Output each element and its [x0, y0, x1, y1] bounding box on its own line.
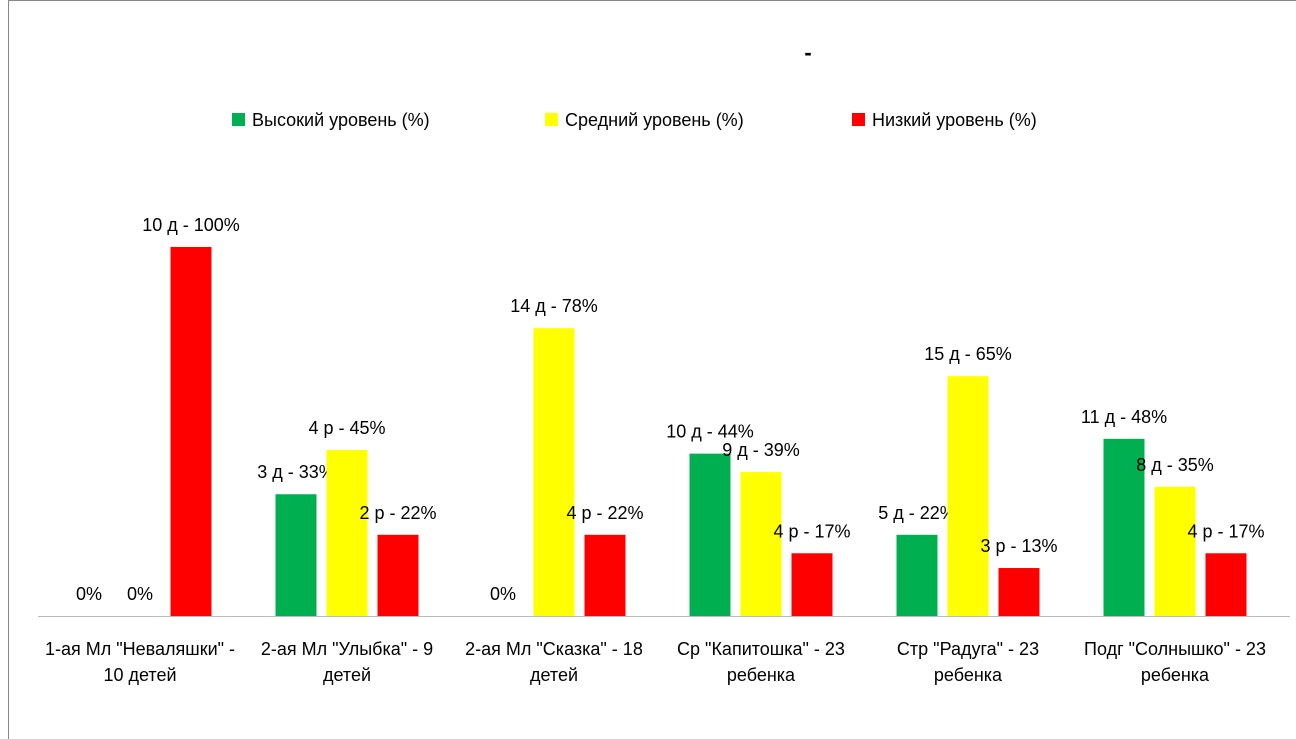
bar [533, 328, 575, 616]
bar [1154, 486, 1196, 616]
chart-title: - [804, 40, 811, 65]
x-tick-label: Подг "Солнышко" - 23 ребенка [1084, 639, 1266, 685]
data-label: 10 д - 44% [666, 422, 754, 442]
bar [740, 472, 782, 616]
data-label: 14 д - 78% [510, 296, 598, 316]
x-tick-label: 2-ая Мл "Улыбка" - 9 детей [260, 639, 434, 685]
data-label: 3 р - 13% [980, 536, 1057, 556]
data-label: 4 р - 45% [308, 418, 385, 438]
data-label: 0% [127, 584, 153, 604]
data-label: 5 д - 22% [878, 503, 956, 523]
legend-label: Высокий уровень (%) [252, 110, 430, 130]
data-label: 4 р - 17% [1187, 521, 1264, 541]
data-label: 8 д - 35% [1136, 455, 1214, 475]
data-label: 15 д - 65% [924, 344, 1012, 364]
bar [275, 494, 317, 616]
data-label: 10 д - 100% [142, 215, 240, 235]
legend-label: Низкий уровень (%) [872, 110, 1037, 130]
data-label: 3 д - 33% [257, 462, 335, 482]
bar [998, 568, 1040, 616]
legend-swatch [232, 113, 245, 126]
x-tick-label: Стр "Радуга" - 23 ребенка [896, 639, 1040, 685]
x-tick-label: 2-ая Мл "Сказка" - 18 детей [465, 639, 643, 685]
bar [791, 553, 833, 616]
chart-border [8, 0, 1296, 739]
x-tick-label: Ср "Капитошка" - 23 ребенка [677, 639, 845, 685]
legend-label: Средний уровень (%) [565, 110, 744, 130]
data-label: 11 д - 48% [1081, 407, 1167, 427]
data-label: 2 р - 22% [359, 503, 436, 523]
bar [584, 534, 626, 616]
data-label: 0% [76, 584, 102, 604]
data-label: 0% [490, 584, 516, 604]
bar [326, 449, 368, 616]
bar [689, 453, 731, 616]
data-label: 4 р - 17% [773, 521, 850, 541]
legend-swatch [852, 113, 865, 126]
x-tick-label: 1-ая Мл "Неваляшки" - 10 детей [44, 639, 236, 685]
data-label: 9 д - 39% [722, 440, 800, 460]
bar [1103, 438, 1145, 616]
bar [947, 376, 989, 616]
bar [170, 247, 212, 616]
bar [377, 534, 419, 616]
data-label: 4 р - 22% [566, 503, 643, 523]
bar [1205, 553, 1247, 616]
bar [896, 534, 938, 616]
legend-swatch [545, 113, 558, 126]
